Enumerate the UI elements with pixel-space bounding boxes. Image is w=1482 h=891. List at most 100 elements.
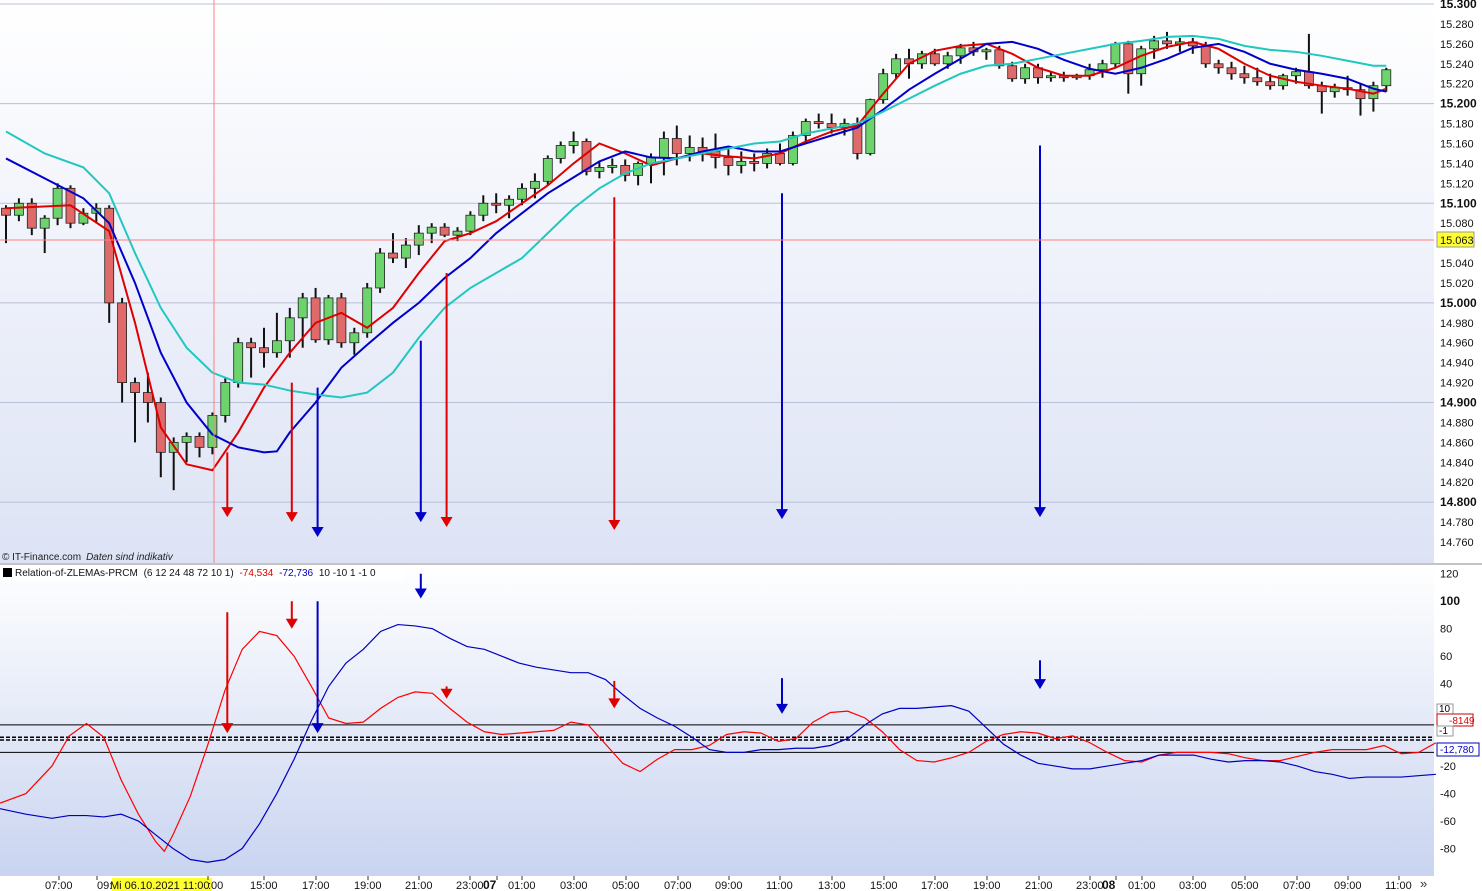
- more-icon[interactable]: »: [1420, 876, 1427, 891]
- candle-body: [1149, 40, 1159, 50]
- candle-body: [1046, 75, 1056, 79]
- time-tick-label: 09:00: [1334, 880, 1362, 891]
- candle-body: [800, 121, 811, 136]
- svg-text:-12,780: -12,780: [1440, 745, 1474, 756]
- time-tick-label: 03:00: [560, 880, 588, 891]
- indicator-arrow-head: [414, 588, 427, 599]
- price-tick-label: 14.960: [1440, 338, 1474, 350]
- time-tick-label: 11:00: [766, 880, 793, 891]
- indicator-tick-label: -40: [1440, 789, 1456, 801]
- moving-average-line: [5, 40, 1387, 454]
- time-tick-label: 07: [483, 878, 497, 891]
- time-tick-label: Mi 06.10.2021 11:00: [110, 880, 209, 891]
- candle-body: [130, 382, 140, 393]
- time-tick-label: 21:00: [1025, 880, 1053, 891]
- price-tick-label: 14.820: [1440, 477, 1474, 489]
- indicator-tick-label: 60: [1440, 651, 1452, 663]
- time-tick-label: 13:00: [818, 880, 846, 891]
- price-tick-label: 15.220: [1440, 79, 1474, 91]
- candle-body: [865, 99, 876, 154]
- indicator-legend-bg: [0, 565, 404, 580]
- candle-body: [375, 252, 386, 289]
- price-tick-label: 14.800: [1440, 495, 1477, 509]
- candle-body: [1097, 63, 1108, 71]
- candle-body: [891, 58, 901, 75]
- candle-body: [504, 198, 515, 206]
- svg-text:-1: -1: [1439, 726, 1448, 737]
- indicator-legend[interactable]: Relation-of-ZLEMAs-PRCM (6 12 24 48 72 1…: [15, 568, 376, 579]
- candle-body: [349, 332, 360, 344]
- indicator-signal-arrows: [221, 573, 1046, 734]
- indicator-arrow-head: [1034, 679, 1046, 690]
- candle-body: [749, 161, 760, 164]
- candle-body: [684, 147, 695, 154]
- candle-body: [52, 187, 63, 219]
- price-panel-bg: [0, 0, 1434, 563]
- time-tick-label: 15:00: [250, 880, 278, 891]
- candle-body: [942, 55, 953, 65]
- candle-body: [388, 252, 398, 259]
- candle-body: [142, 392, 153, 403]
- time-tick-label: 23:00: [1076, 880, 1104, 891]
- candle-body: [955, 47, 966, 57]
- time-tick-label: 23:00: [456, 880, 484, 891]
- candle-body: [220, 382, 231, 416]
- price-tick-label: 14.880: [1440, 417, 1474, 429]
- candle-body: [1381, 69, 1392, 87]
- candle-body: [284, 317, 295, 342]
- candle-body: [181, 435, 192, 443]
- moving-average-line: [5, 40, 1387, 472]
- time-tick-label: 17:00: [921, 880, 949, 891]
- time-tick-label: 07:00: [1283, 880, 1311, 891]
- candle-body: [271, 340, 282, 354]
- price-grid: [0, 3, 1434, 503]
- candle-body: [1239, 73, 1250, 79]
- current-price-label: 15.063: [1440, 235, 1474, 247]
- time-tick-label: 01:00: [1128, 880, 1156, 891]
- svg-text:-8149: -8149: [1449, 716, 1475, 727]
- candle-body: [400, 244, 411, 259]
- crosshair-time-box: [112, 878, 212, 891]
- candle-body: [39, 217, 50, 229]
- candle-body: [1265, 81, 1276, 87]
- candle-body: [878, 73, 889, 101]
- time-tick-label: 15:00: [870, 880, 898, 891]
- candle-body: [259, 347, 269, 354]
- price-arrow-head: [1034, 507, 1046, 518]
- time-tick-label: 05:00: [612, 880, 640, 891]
- price-tick-label: 14.940: [1440, 358, 1474, 370]
- candle-body: [555, 145, 566, 159]
- moving-average-line: [5, 34, 1387, 399]
- candle-body: [1291, 71, 1301, 77]
- candle-body: [336, 297, 347, 344]
- candle-body: [929, 53, 940, 65]
- time-x-axis: 07:00 09:Mi 06.10.2021 11:00:00 15:00 17:00…: [45, 876, 1412, 891]
- candle-body: [413, 232, 424, 246]
- price-tick-label: 14.840: [1440, 457, 1474, 469]
- price-tick-label: 14.900: [1440, 396, 1477, 410]
- copyright-text: © IT-Finance.com Daten sind indikativ: [2, 552, 174, 563]
- indicator-tick-label: 40: [1440, 679, 1452, 691]
- time-tick-label: 19:00: [973, 880, 1001, 891]
- indicator-arrow-head: [440, 688, 453, 699]
- time-tick-label: 07:00: [45, 880, 73, 891]
- indicator-level-labels: 10 -8149 -1 -12,780: [1436, 703, 1480, 757]
- price-tick-label: 15.020: [1440, 278, 1474, 290]
- price-arrow-head: [440, 517, 453, 528]
- price-tick-label: 14.980: [1440, 318, 1474, 330]
- candle-body: [1136, 48, 1147, 75]
- price-arrow-head: [311, 527, 324, 538]
- time-tick-label: 03:00: [1179, 880, 1207, 891]
- indicator-lines: [0, 623, 1437, 863]
- price-arrow-head: [285, 512, 298, 523]
- candle-body: [813, 121, 824, 124]
- candle-body: [736, 161, 747, 166]
- moving-average-lines: [5, 34, 1387, 472]
- price-tick-label: 15.200: [1440, 97, 1477, 111]
- time-tick-label: 17:00: [302, 880, 330, 891]
- time-tick-label: 11:00: [1385, 880, 1412, 891]
- candle-body: [478, 202, 489, 216]
- candle-body: [1226, 67, 1237, 75]
- candle-body: [465, 214, 476, 232]
